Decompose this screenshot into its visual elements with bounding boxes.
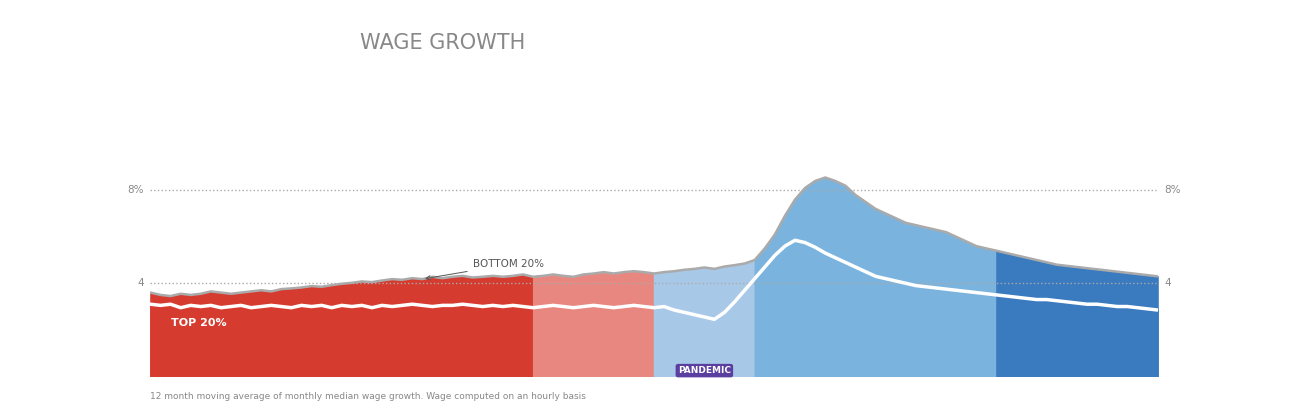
- Text: WAGE GROWTH: WAGE GROWTH: [360, 33, 525, 53]
- Text: 8%: 8%: [1164, 185, 1181, 195]
- Text: 8%: 8%: [127, 185, 144, 195]
- Text: 4: 4: [1164, 278, 1171, 288]
- Text: PANDEMIC: PANDEMIC: [678, 366, 731, 375]
- Text: 12 month moving average of monthly median wage growth. Wage computed on an hourl: 12 month moving average of monthly media…: [150, 392, 586, 401]
- Text: 4: 4: [137, 278, 144, 288]
- Text: BOTTOM 20%: BOTTOM 20%: [426, 259, 544, 280]
- Text: TOP 20%: TOP 20%: [170, 318, 226, 328]
